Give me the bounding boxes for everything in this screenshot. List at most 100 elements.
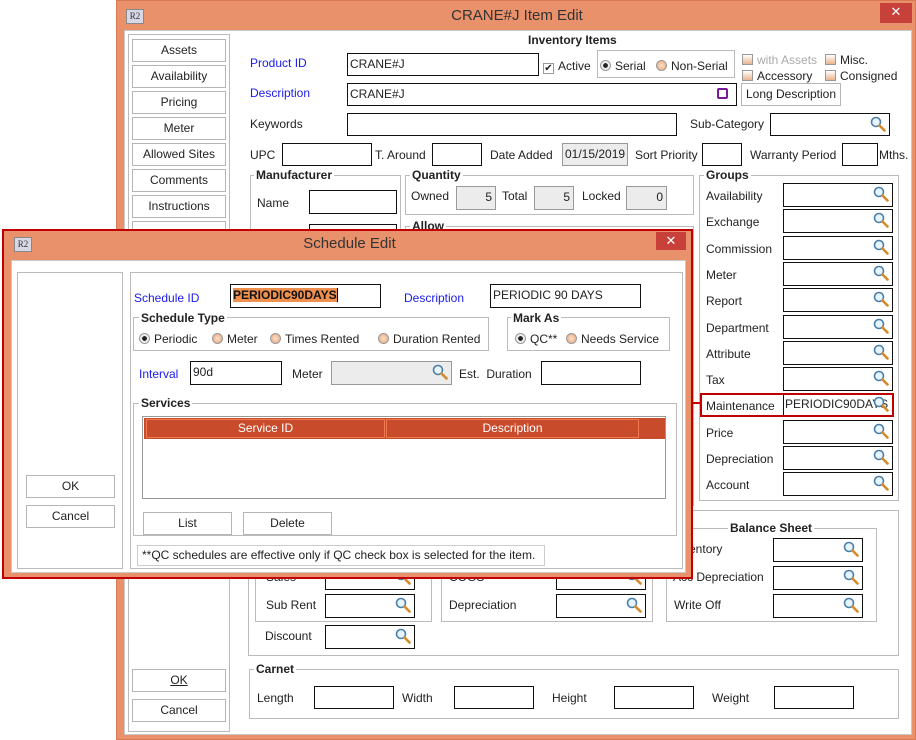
t-around-input[interactable] (432, 143, 482, 166)
width-input[interactable] (454, 686, 534, 709)
est-duration-input[interactable] (541, 361, 641, 385)
periodic-radio[interactable]: Periodic (139, 332, 197, 346)
search-icon[interactable] (873, 396, 889, 413)
search-icon[interactable] (432, 364, 448, 380)
search-icon[interactable] (395, 597, 411, 613)
search-icon[interactable] (873, 370, 889, 386)
group-input-tax[interactable] (783, 367, 893, 392)
dialog-ok-button[interactable]: OK (26, 475, 115, 498)
write-off-input[interactable] (773, 594, 863, 618)
group-input-depreciation[interactable] (783, 446, 893, 470)
search-icon[interactable] (873, 212, 889, 229)
close-button[interactable]: ✕ (880, 3, 912, 23)
sort-priority-input[interactable] (702, 143, 742, 166)
sub-category-input[interactable] (770, 113, 890, 136)
column-header-service-id[interactable]: Service ID (146, 419, 385, 438)
weight-input[interactable] (774, 686, 854, 709)
search-icon[interactable] (873, 449, 889, 465)
search-icon[interactable] (395, 628, 411, 644)
search-icon[interactable] (870, 116, 886, 132)
services-group (133, 403, 677, 536)
keywords-input[interactable] (347, 113, 677, 136)
search-icon[interactable] (843, 569, 859, 585)
dialog-close-button[interactable]: ✕ (656, 232, 686, 250)
group-input-price[interactable] (783, 419, 893, 444)
non-serial-radio[interactable]: Non-Serial (656, 59, 728, 73)
acc-depreciation-input[interactable] (773, 566, 863, 590)
carnet-title: Carnet (254, 662, 297, 676)
column-header-description[interactable]: Description (386, 419, 639, 438)
with-assets-checkbox[interactable]: with Assets (742, 53, 817, 67)
product-id-input[interactable]: CRANE#J (347, 53, 539, 76)
sub-rent-input[interactable] (325, 594, 415, 618)
sidebar-button-instructions[interactable]: Instructions (132, 195, 226, 218)
search-icon[interactable] (626, 597, 642, 613)
warranty-period-input[interactable] (842, 143, 878, 166)
group-label-price: Price (706, 425, 734, 440)
group-input-report[interactable] (783, 288, 893, 313)
search-icon[interactable] (843, 597, 859, 613)
misc-checkbox[interactable]: Misc. (825, 53, 868, 67)
schedule-id-input[interactable]: PERIODIC90DAYS (230, 284, 381, 308)
sidebar-button-pricing[interactable]: Pricing (132, 91, 226, 114)
expand-text-icon[interactable] (717, 88, 728, 99)
meter-radio[interactable]: Meter (212, 332, 258, 346)
search-icon[interactable] (843, 541, 859, 557)
group-label-account: Account (706, 478, 750, 493)
sidebar-button-comments[interactable]: Comments (132, 169, 226, 192)
list-button[interactable]: List (143, 512, 232, 535)
group-input-department[interactable] (783, 314, 893, 339)
upc-input[interactable] (282, 143, 372, 166)
ok-button[interactable]: OK (132, 669, 226, 692)
group-input-availability[interactable] (783, 183, 893, 207)
group-input-commission[interactable] (783, 235, 893, 260)
groups-title: Groups (704, 168, 751, 182)
sidebar-button-assets[interactable]: Assets (132, 39, 226, 62)
depreciation-input[interactable] (556, 594, 646, 618)
search-icon[interactable] (873, 423, 889, 439)
manufacturer-name-input[interactable] (309, 190, 397, 214)
group-label-report: Report (706, 294, 743, 309)
sidebar-button-allowed-sites[interactable]: Allowed Sites (132, 143, 226, 166)
date-added-label: Date Added (490, 148, 553, 162)
consigned-checkbox[interactable]: Consigned (825, 69, 897, 83)
group-input-meter[interactable] (783, 261, 893, 286)
quantity-group (405, 175, 694, 215)
accessory-checkbox[interactable]: Accessory (742, 69, 812, 83)
duration-rented-radio[interactable]: Duration Rented (378, 332, 480, 346)
active-checkbox[interactable]: ✔ Active (543, 59, 591, 74)
group-input-maintenance[interactable]: PERIODIC90DAYS (783, 393, 893, 418)
delete-button[interactable]: Delete (243, 512, 332, 535)
interval-input[interactable]: 90d (190, 361, 282, 385)
needs-service-radio[interactable]: Needs Service (566, 332, 659, 346)
app-logo-icon: R2 (14, 237, 32, 252)
search-icon[interactable] (873, 291, 889, 307)
sidebar-button-availability[interactable]: Availability (132, 65, 226, 88)
search-icon[interactable] (873, 186, 889, 202)
dialog-cancel-button[interactable]: Cancel (26, 505, 115, 528)
group-input-exchange[interactable] (783, 209, 893, 234)
inventory-input[interactable] (773, 538, 863, 562)
group-input-account[interactable] (783, 472, 893, 497)
length-input[interactable] (314, 686, 394, 709)
description-input[interactable]: CRANE#J (347, 83, 737, 106)
times-rented-radio[interactable]: Times Rented (270, 332, 359, 346)
locked-input: 0 (626, 186, 667, 210)
long-description-button[interactable]: Long Description (741, 83, 841, 106)
height-input[interactable] (614, 686, 694, 709)
meter-input (331, 361, 452, 385)
width-label: Width (402, 691, 433, 705)
qc-radio[interactable]: QC** (515, 332, 557, 346)
search-icon[interactable] (873, 344, 889, 360)
cancel-button[interactable]: Cancel (132, 699, 226, 722)
discount-label: Discount (265, 629, 312, 643)
search-icon[interactable] (873, 318, 889, 334)
search-icon[interactable] (873, 239, 889, 255)
search-icon[interactable] (873, 265, 889, 281)
sidebar-button-meter[interactable]: Meter (132, 117, 226, 140)
discount-input[interactable] (325, 625, 415, 649)
description-input[interactable]: PERIODIC 90 DAYS (490, 284, 641, 308)
serial-radio[interactable]: Serial (600, 59, 646, 73)
search-icon[interactable] (873, 475, 889, 492)
group-input-attribute[interactable] (783, 340, 893, 365)
